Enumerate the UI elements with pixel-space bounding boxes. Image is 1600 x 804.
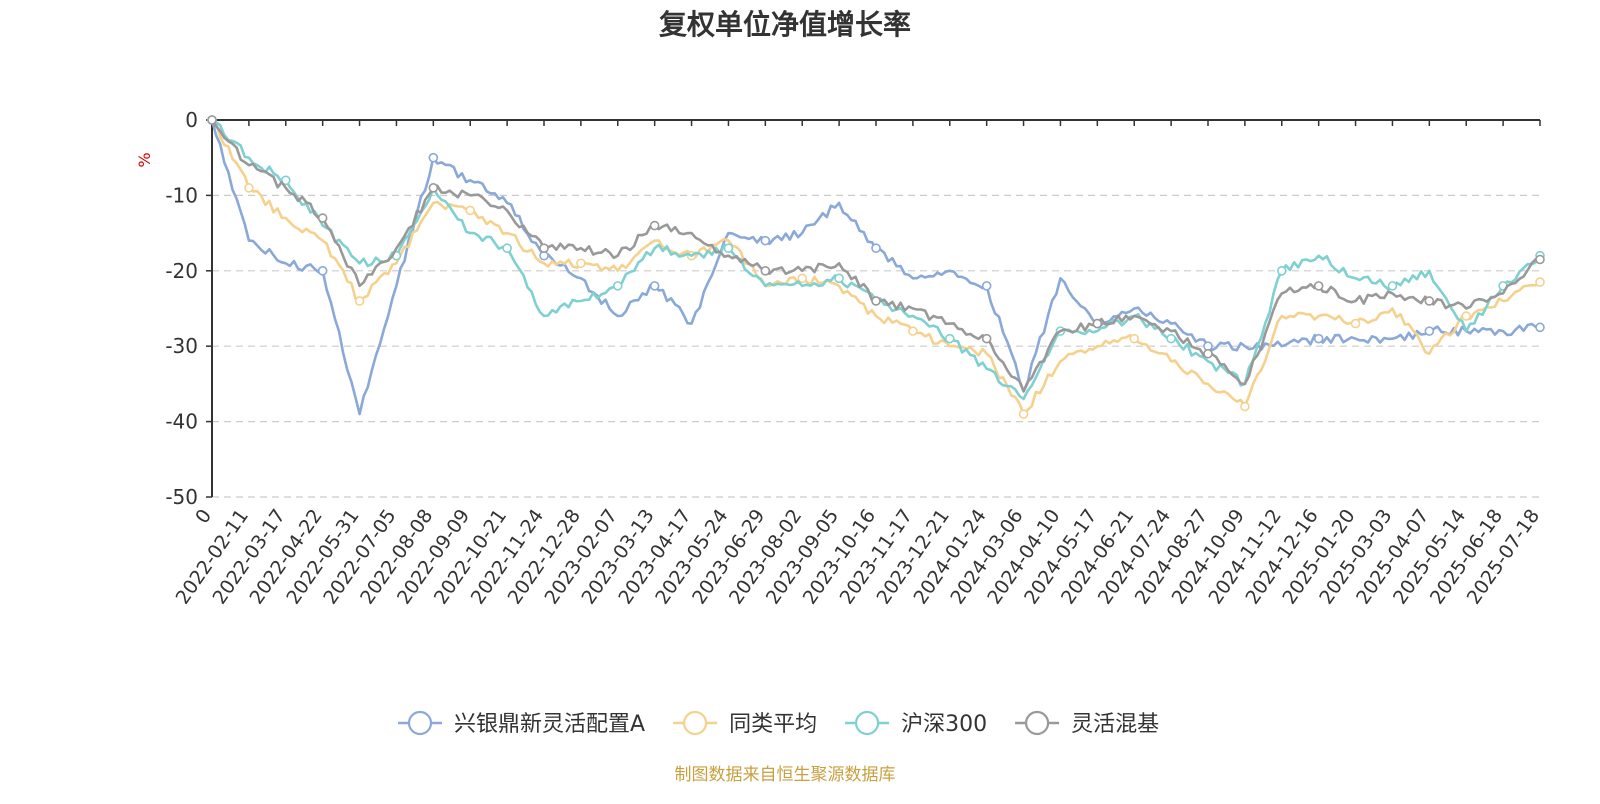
series-point [1018,409,1029,419]
series-point [871,243,881,253]
series-point [834,273,844,284]
series-point [981,281,992,291]
legend-label: 灵活混基 [1071,712,1159,737]
legend-label: 兴银鼎新灵活配置A [454,712,645,737]
series-point [649,281,660,291]
series-point [465,205,476,216]
series-line [210,119,1541,393]
series-line [210,119,1541,416]
series-point [760,235,771,246]
y-axis-unit-label: % [135,152,154,167]
x-tick-label: 0 [191,505,216,528]
series-point [1240,401,1250,412]
source-note: 制图数据来自恒生聚源数据库 [675,765,896,785]
y-tick-label: -40 [165,410,198,434]
series-point [1461,311,1472,321]
series-point [1166,333,1176,344]
series-point [1535,254,1545,265]
series-point [428,152,439,163]
series-point [797,273,808,284]
series-point [207,115,217,125]
series-point [539,243,549,253]
legend-label: 沪深300 [901,712,987,737]
legend[interactable]: 兴银鼎新灵活配置A 同类平均 沪深300 灵活混基 [398,710,1159,737]
series-point [1535,277,1545,287]
series-point [612,281,623,291]
series-point [649,220,660,231]
legend-label: 同类平均 [729,712,817,737]
series-point [760,265,771,276]
series-lines [207,115,1545,419]
series-point [1203,348,1213,359]
series-point [1387,281,1398,291]
series-point [1313,333,1324,344]
x-tick-labels: 02022-02-112022-03-172022-04-222022-05-3… [172,505,1544,608]
series-point [1276,265,1287,276]
series-point [502,243,512,253]
series-line [211,118,1541,416]
y-tick-label: 0 [185,108,198,132]
legend-swatch-marker [682,710,708,736]
legend-item[interactable]: 同类平均 [673,710,817,737]
series-line [211,118,1542,401]
series-point [1350,318,1361,329]
series-point [723,243,734,253]
series-point [280,175,291,186]
series-point [317,265,328,276]
y-tick-label: -50 [165,485,198,509]
series-point [317,213,328,223]
series-point [354,296,365,306]
axes [206,119,1541,498]
series-point [981,333,992,344]
chart-title: 复权单位净值增长率 [659,8,911,41]
legend-item[interactable]: 灵活混基 [1015,710,1159,737]
series-point [576,258,586,269]
legend-item[interactable]: 兴银鼎新灵活配置A [398,710,645,737]
series-point [1424,326,1435,336]
legend-item[interactable]: 沪深300 [845,710,987,737]
y-tick-label: -10 [165,183,198,207]
legend-swatch-marker [854,710,880,736]
series-point [1129,333,1140,344]
series-point [244,183,254,193]
series-point [1313,281,1324,291]
legend-swatch-marker [1024,710,1050,736]
series-point [1424,296,1435,306]
y-tick-label: -20 [165,259,198,283]
series-point [1092,318,1103,329]
y-tick-labels: 0 -10 -20 -30 -40 -50 [165,108,198,509]
series-point [1535,322,1545,333]
y-tick-label: -30 [165,334,198,358]
legend-swatch-marker [407,710,433,736]
series-point [428,183,439,193]
series-point [908,326,918,336]
series-point [871,296,881,306]
series-point [944,333,955,344]
grid-lines [212,194,1540,498]
